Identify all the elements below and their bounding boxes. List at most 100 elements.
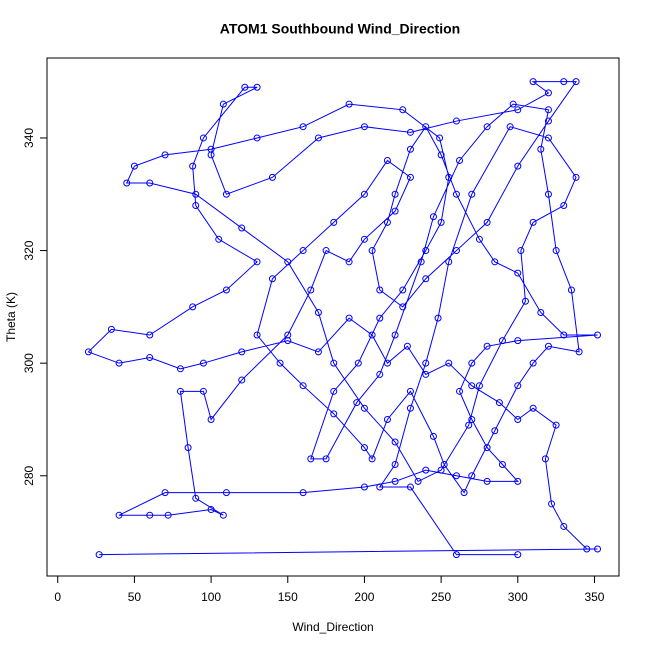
plot-frame bbox=[46, 57, 620, 577]
data-point bbox=[199, 387, 207, 395]
data-point bbox=[383, 359, 391, 367]
data-point bbox=[399, 286, 407, 294]
data-point bbox=[360, 123, 368, 131]
y-tick-label: 320 bbox=[22, 240, 36, 260]
data-point bbox=[491, 258, 499, 266]
data-point bbox=[514, 551, 522, 559]
data-point bbox=[452, 190, 460, 198]
data-point bbox=[354, 359, 362, 367]
data-point bbox=[514, 382, 522, 390]
data-point bbox=[422, 359, 430, 367]
data-point bbox=[192, 202, 200, 210]
x-tick-label: 50 bbox=[128, 590, 142, 604]
data-point bbox=[307, 286, 315, 294]
data-point bbox=[560, 78, 568, 86]
data-point bbox=[345, 100, 353, 108]
data-point bbox=[514, 106, 522, 114]
x-tick-label: 200 bbox=[354, 590, 374, 604]
data-point bbox=[517, 247, 525, 255]
data-point bbox=[422, 370, 430, 378]
data-point bbox=[238, 348, 246, 356]
data-point bbox=[514, 269, 522, 277]
data-point bbox=[360, 404, 368, 412]
data-point bbox=[406, 145, 414, 153]
data-point bbox=[376, 370, 384, 378]
data-point bbox=[452, 472, 460, 480]
data-point bbox=[207, 415, 215, 423]
data-point bbox=[238, 224, 246, 232]
data-point bbox=[376, 314, 384, 322]
data-point bbox=[560, 202, 568, 210]
data-point bbox=[95, 551, 103, 559]
data-point bbox=[383, 218, 391, 226]
data-point bbox=[107, 325, 115, 333]
data-point bbox=[575, 348, 583, 356]
data-point bbox=[391, 331, 399, 339]
data-point bbox=[548, 500, 556, 508]
data-point bbox=[84, 348, 92, 356]
x-tick-label: 250 bbox=[431, 590, 451, 604]
data-point bbox=[299, 382, 307, 390]
data-point bbox=[521, 297, 529, 305]
data-point bbox=[514, 477, 522, 485]
data-point bbox=[406, 483, 414, 491]
data-point bbox=[456, 387, 464, 395]
data-point bbox=[253, 258, 261, 266]
data-point bbox=[544, 106, 552, 114]
data-point bbox=[299, 247, 307, 255]
data-point bbox=[537, 308, 545, 316]
data-point bbox=[222, 286, 230, 294]
data-point bbox=[360, 483, 368, 491]
data-point bbox=[164, 511, 172, 519]
data-point bbox=[594, 331, 602, 339]
data-point bbox=[483, 444, 491, 452]
data-point bbox=[215, 235, 223, 243]
data-point bbox=[376, 286, 384, 294]
data-point bbox=[544, 134, 552, 142]
data-point bbox=[222, 190, 230, 198]
data-point bbox=[560, 522, 568, 530]
data-point bbox=[238, 376, 246, 384]
data-point bbox=[184, 444, 192, 452]
data-point bbox=[422, 466, 430, 474]
data-point bbox=[406, 387, 414, 395]
x-tick-label: 0 bbox=[54, 590, 61, 604]
data-point bbox=[403, 342, 411, 350]
y-tick-label: 340 bbox=[22, 128, 36, 148]
data-point bbox=[445, 173, 453, 181]
x-tick-label: 300 bbox=[508, 590, 528, 604]
data-point bbox=[436, 134, 444, 142]
data-point bbox=[422, 275, 430, 283]
data-point bbox=[552, 247, 560, 255]
data-point bbox=[189, 303, 197, 311]
data-point bbox=[583, 545, 591, 553]
data-point bbox=[560, 331, 568, 339]
data-point bbox=[529, 218, 537, 226]
data-point bbox=[207, 506, 215, 514]
data-point bbox=[322, 247, 330, 255]
data-point bbox=[330, 359, 338, 367]
data-point bbox=[276, 359, 284, 367]
data-point bbox=[468, 415, 476, 423]
data-point bbox=[483, 342, 491, 350]
data-point bbox=[207, 145, 215, 153]
data-point bbox=[345, 314, 353, 322]
data-point bbox=[391, 438, 399, 446]
data-point bbox=[552, 421, 560, 429]
y-tick-label: 300 bbox=[22, 353, 36, 373]
data-point bbox=[445, 258, 453, 266]
data-point bbox=[299, 489, 307, 497]
data-point bbox=[146, 354, 154, 362]
data-point bbox=[468, 190, 476, 198]
data-point bbox=[465, 421, 473, 429]
data-point bbox=[594, 545, 602, 553]
data-point bbox=[529, 404, 537, 412]
data-point bbox=[514, 337, 522, 345]
data-point bbox=[322, 455, 330, 463]
data-point bbox=[429, 213, 437, 221]
data-point bbox=[192, 494, 200, 502]
data-point bbox=[406, 173, 414, 181]
data-point bbox=[314, 348, 322, 356]
